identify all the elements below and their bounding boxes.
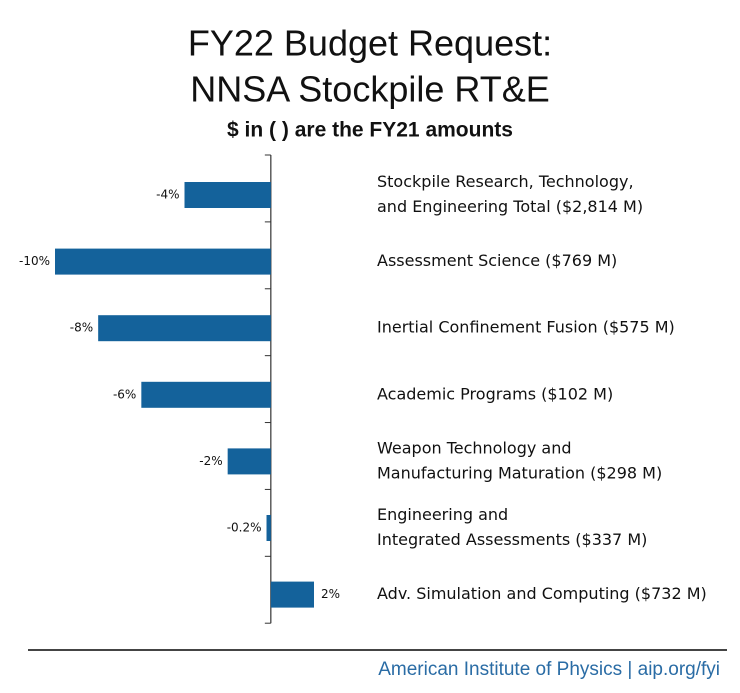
bar [184,182,271,208]
chart-title: NNSA Stockpile RT&E [190,69,549,110]
bar [98,315,271,342]
category-label: Adv. Simulation and Computing ($732 M) [377,584,707,603]
bar [227,448,271,475]
bar [141,381,271,408]
value-label: -6% [113,387,136,401]
chart-subtitle: $ in ( ) are the FY21 amounts [227,119,513,142]
category-label: Stockpile Research, Technology, [377,172,634,191]
value-label: -8% [70,321,93,335]
value-label: -2% [199,454,222,468]
value-label: -10% [19,254,50,268]
category-label: Inertial Confinement Fusion ($575 M) [377,318,675,337]
source: American Institute of Physics | aip.org/… [378,659,720,680]
category-label: Manufacturing Maturation ($298 M) [377,463,662,482]
bar [270,581,314,608]
value-label: -0.2% [227,521,262,535]
value-label: 2% [321,587,340,601]
value-label: -4% [156,188,179,202]
category-label: Engineering and [377,505,508,524]
chart-title: FY22 Budget Request: [188,23,552,64]
category-label: Weapon Technology and [377,438,572,457]
category-label: and Engineering Total ($2,814 M) [377,197,643,216]
category-label: Academic Programs ($102 M) [377,384,613,403]
category-label: Assessment Science ($769 M) [377,251,617,270]
bar [55,248,271,275]
bar [266,515,271,541]
category-label: Integrated Assessments ($337 M) [377,530,647,549]
